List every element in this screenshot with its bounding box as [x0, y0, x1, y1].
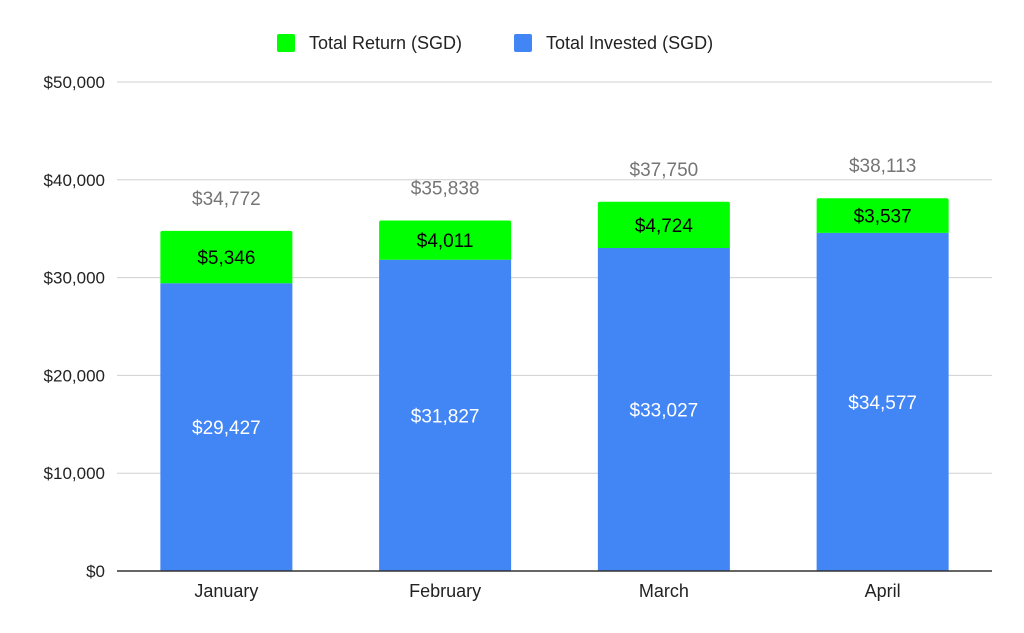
bar-return: [816, 198, 949, 233]
data-label-invested: $33,027: [630, 400, 699, 421]
bar-return: [379, 220, 512, 260]
x-tick-label: April: [865, 581, 901, 601]
y-tick-label: $10,000: [44, 464, 105, 483]
bar-invested: [160, 283, 293, 571]
bar-return: [597, 201, 730, 248]
data-label-total: $37,750: [630, 160, 699, 181]
legend-item-total-return[interactable]: Total Return (SGD): [277, 30, 462, 56]
bar-return: [160, 230, 293, 284]
legend-item-total-invested[interactable]: Total Invested (SGD): [514, 30, 713, 56]
data-label-invested: $34,577: [848, 393, 917, 414]
data-label-return: $4,011: [417, 231, 474, 252]
data-label-return: $5,346: [197, 248, 255, 269]
y-tick-label: $20,000: [44, 366, 105, 385]
bar-invested: [597, 247, 730, 571]
legend-label-total-invested: Total Invested (SGD): [546, 32, 714, 53]
legend: Total Return (SGD) Total Invested (SGD): [0, 30, 1024, 56]
x-tick-label: January: [194, 581, 258, 601]
y-tick-label: $0: [86, 562, 105, 581]
y-tick-label: $50,000: [44, 73, 105, 92]
data-label-return: $4,724: [635, 216, 694, 237]
data-label-total: $34,772: [192, 189, 261, 210]
legend-swatch-total-return: [277, 34, 295, 52]
legend-swatch-total-invested: [514, 34, 532, 52]
data-label-total: $35,838: [411, 179, 480, 200]
data-label-total: $38,113: [849, 156, 916, 177]
x-tick-label: March: [639, 581, 689, 601]
bar-invested: [816, 232, 949, 571]
y-tick-label: $40,000: [44, 171, 105, 190]
x-tick-label: February: [409, 581, 481, 601]
data-label-invested: $29,427: [192, 418, 261, 439]
legend-label-total-return: Total Return (SGD): [309, 32, 463, 53]
data-label-return: $3,537: [854, 207, 912, 228]
data-label-invested: $31,827: [411, 406, 480, 427]
bar-invested: [379, 259, 512, 571]
y-tick-label: $30,000: [44, 269, 105, 288]
